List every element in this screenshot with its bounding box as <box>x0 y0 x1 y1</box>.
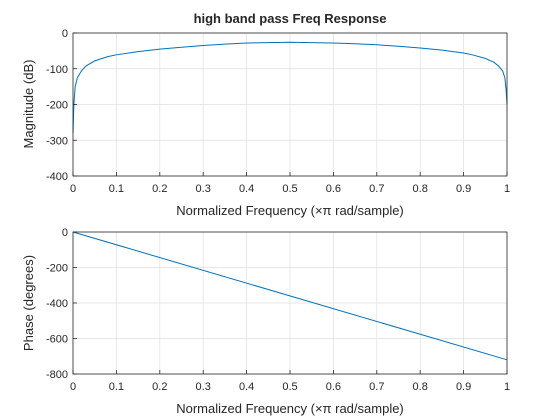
phase-axes: 0 0.1 0.2 0.3 0.4 0.5 0.6 0.7 0.8 0.9 1 0 -200 -400 -6… <box>21 227 510 416</box>
phase-x-tick-label: 0.2 <box>152 381 167 393</box>
magnitude-x-tick-label: 0.5 <box>282 183 297 195</box>
magnitude-x-tick-label: 0.7 <box>369 183 384 195</box>
magnitude-y-tick-label: -400 <box>46 171 68 183</box>
magnitude-x-tick-label: 0.3 <box>196 183 211 195</box>
phase-series <box>72 231 508 361</box>
phase-y-tick-label: 0 <box>62 227 68 239</box>
magnitude-x-axis-label: Normalized Frequency (×π rad/sample) <box>176 203 404 218</box>
phase-y-tick-label: -600 <box>46 334 68 346</box>
magnitude-ticks: 0 0.1 0.2 0.3 0.4 0.5 0.6 0.7 0.8 0.9 1 0 -100 -200 -3… <box>46 28 510 195</box>
magnitude-axes: 0 0.1 0.2 0.3 0.4 0.5 0.6 0.7 0.8 0.9 1 0 -100 -200 -3… <box>21 11 510 218</box>
magnitude-y-tick-label: -300 <box>46 135 68 147</box>
magnitude-x-tick-label: 0.4 <box>239 183 254 195</box>
phase-x-tick-label: 0.4 <box>239 381 254 393</box>
phase-x-tick-label: 1 <box>504 381 510 393</box>
magnitude-y-tick-label: 0 <box>62 28 68 40</box>
phase-ticks: 0 0.1 0.2 0.3 0.4 0.5 0.6 0.7 0.8 0.9 1 0 -200 -400 -6… <box>46 227 510 393</box>
magnitude-x-tick-label: 0.1 <box>109 183 124 195</box>
phase-y-tick-label: -200 <box>46 263 68 275</box>
phase-y-tick-label: -800 <box>46 369 68 381</box>
magnitude-x-tick-label: 0.8 <box>413 183 428 195</box>
phase-x-tick-label: 0 <box>70 381 76 393</box>
phase-x-tick-label: 0.6 <box>326 381 341 393</box>
phase-series-line <box>72 231 508 361</box>
magnitude-x-tick-label: 0.9 <box>456 183 471 195</box>
phase-x-tick-label: 0.3 <box>196 381 211 393</box>
phase-y-tick-label: -400 <box>46 298 68 310</box>
phase-x-axis-label: Normalized Frequency (×π rad/sample) <box>176 401 404 416</box>
phase-x-tick-label: 0.5 <box>282 381 297 393</box>
magnitude-x-tick-label: 0 <box>70 183 76 195</box>
phase-x-tick-label: 0.1 <box>109 381 124 393</box>
magnitude-y-axis-label: Magnitude (dB) <box>21 60 36 149</box>
magnitude-series <box>72 41 508 134</box>
magnitude-series-line <box>72 41 508 134</box>
magnitude-x-tick-label: 0.6 <box>326 183 341 195</box>
phase-x-tick-label: 0.7 <box>369 381 384 393</box>
magnitude-x-tick-label: 0.2 <box>152 183 167 195</box>
phase-x-tick-label: 0.9 <box>456 381 471 393</box>
magnitude-y-tick-label: -100 <box>46 64 68 76</box>
magnitude-title: high band pass Freq Response <box>194 11 387 26</box>
phase-x-tick-label: 0.8 <box>413 381 428 393</box>
magnitude-x-tick-label: 1 <box>504 183 510 195</box>
phase-y-axis-label: Phase (degrees) <box>21 255 36 351</box>
magnitude-y-tick-label: -200 <box>46 100 68 112</box>
